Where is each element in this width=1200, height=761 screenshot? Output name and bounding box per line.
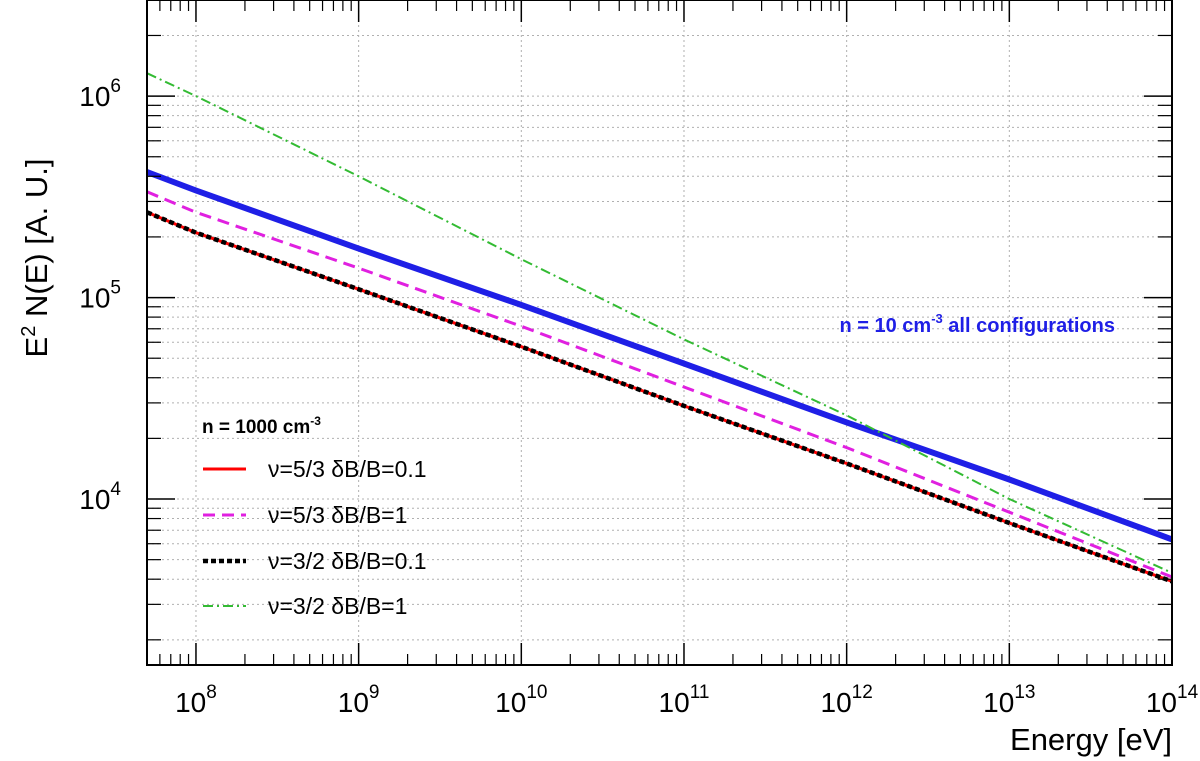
legend-label-3: ν=3/2 δB/B=1 <box>268 593 407 619</box>
x-tick-label: 1013 <box>983 682 1035 718</box>
x-tick-label: 108 <box>175 682 217 718</box>
y-tick-label: 106 <box>79 76 121 112</box>
x-tick-label-base: 10 <box>1146 687 1177 718</box>
series-line-3 <box>146 72 1173 574</box>
series-line-2 <box>146 210 1173 584</box>
x-tick-label: 1010 <box>495 682 547 718</box>
x-tick-label: 109 <box>338 682 380 718</box>
y-tick-label: 105 <box>79 278 121 314</box>
y-tick-label-base: 10 <box>79 484 110 515</box>
series-layer <box>145 72 1174 584</box>
ticks <box>147 0 1173 665</box>
x-tick-label-base: 10 <box>659 687 690 718</box>
legend-header-base: n = 1000 cm <box>202 417 310 438</box>
x-tick-label-exp: 10 <box>526 682 547 703</box>
series-line-1 <box>146 190 1173 579</box>
x-tick-label-exp: 12 <box>852 682 873 703</box>
x-tick-label-base: 10 <box>175 687 206 718</box>
x-tick-label-base: 10 <box>983 687 1014 718</box>
legend: n = 1000 cm-3 ν=5/3 δB/B=0.1 ν=5/3 δB/B=1… <box>202 414 427 619</box>
legend-label-2: ν=3/2 δB/B=0.1 <box>268 548 427 574</box>
x-tick-label-exp: 13 <box>1014 682 1035 703</box>
y-axis-title-rest: N(E) [A. U.] <box>19 159 54 326</box>
x-tick-label: 1014 <box>1146 682 1199 718</box>
x-tick-label-exp: 11 <box>690 682 710 703</box>
x-tick-label: 1011 <box>659 682 710 718</box>
y-tick-label-exp: 6 <box>110 76 121 97</box>
plot-frame <box>146 0 1173 666</box>
y-axis-title: E2 N(E) [A. U.] <box>18 159 54 358</box>
legend-label-0: ν=5/3 δB/B=0.1 <box>268 456 427 482</box>
y-axis-title-base: E <box>19 337 54 358</box>
legend-header: n = 1000 cm-3 <box>202 414 321 438</box>
y-tick-label-exp: 5 <box>110 278 121 299</box>
legend-label-1: ν=5/3 δB/B=1 <box>268 502 407 528</box>
x-tick-label-base: 10 <box>495 687 526 718</box>
annotation-n10: n = 10 cm-3 all configurations <box>839 311 1115 337</box>
x-tick-label-exp: 8 <box>206 682 217 703</box>
annotation-rest: all configurations <box>943 315 1115 337</box>
x-tick-label: 1012 <box>821 682 873 718</box>
x-tick-label-exp: 9 <box>369 682 380 703</box>
x-tick-label-exp: 14 <box>1177 682 1199 703</box>
legend-header-sup: -3 <box>310 414 321 428</box>
x-tick-label-base: 10 <box>338 687 369 718</box>
annotation-sup: -3 <box>931 311 943 326</box>
y-tick-label-base: 10 <box>79 81 110 112</box>
y-tick-label-exp: 4 <box>110 479 121 500</box>
y-axis-title-sup: 2 <box>18 326 40 337</box>
x-axis-title: Energy [eV] <box>1010 722 1172 757</box>
x-tick-label-base: 10 <box>821 687 852 718</box>
y-tick-label-base: 10 <box>79 283 110 314</box>
series-line-4 <box>145 169 1174 543</box>
annotation-base: n = 10 cm <box>839 315 931 337</box>
y-tick-label: 104 <box>79 479 121 515</box>
